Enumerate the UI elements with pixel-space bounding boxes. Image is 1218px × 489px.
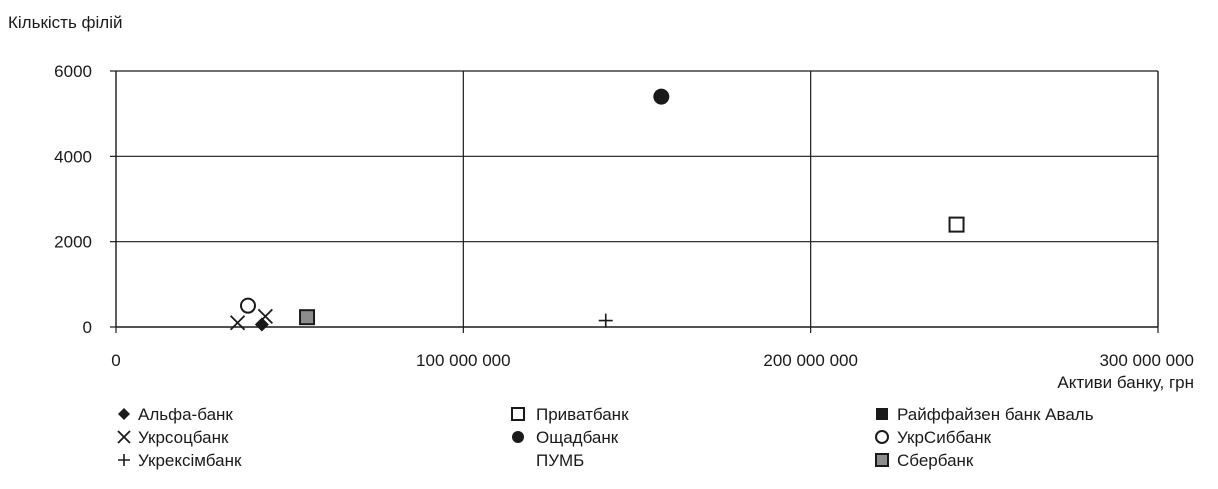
legend-label-4: Ощадбанк [536, 428, 619, 447]
point-series-1-1 [257, 308, 273, 324]
legend-label-0: Альфа-банк [138, 405, 233, 424]
legend-marker-8 [875, 453, 889, 467]
point-series-7-0 [239, 297, 256, 314]
legend-marker-7 [875, 430, 889, 444]
point-series-1-0 [229, 315, 246, 331]
legend-marker-4 [512, 431, 524, 443]
legend-label-5: ПУМБ [536, 451, 584, 470]
x-tick-label-3: 300 000 000 [1099, 351, 1194, 370]
point-series-0-0 [254, 317, 269, 332]
y-tick-label-2: 4000 [54, 147, 92, 166]
point-series-4-0 [653, 88, 670, 105]
legend-label-3: Приватбанк [536, 405, 629, 424]
x-tick-label-2: 200 000 000 [763, 351, 858, 370]
tick-labels: 0 2000 4000 6000 0 100 000 000 200 000 000 300 … [54, 62, 1194, 370]
legend-label-1: Укрсоцбанк [138, 428, 229, 447]
x-tick-label-1: 100 000 000 [416, 351, 511, 370]
grid-lines [116, 70, 1158, 327]
legend-marker-6 [876, 408, 888, 420]
legend-label-6: Райффайзен банк Аваль [897, 405, 1094, 424]
legend-label-7: УкрСиббанк [897, 428, 992, 447]
plot-frame [115, 71, 1159, 328]
legend-marker-3 [511, 407, 525, 421]
y-tick-label-1: 2000 [54, 233, 92, 252]
y-axis-label: Кількість філій [8, 13, 123, 32]
legend-marker-2 [118, 454, 130, 466]
point-series-8-0 [299, 309, 316, 326]
legend-marker-1 [117, 430, 131, 444]
legend-label-8: Сбербанк [897, 451, 974, 470]
y-tick-label-0: 0 [83, 318, 92, 337]
legend-label-2: Укрексімбанк [138, 451, 242, 470]
point-series-2-0 [598, 313, 613, 328]
legend: Альфа-банк Укрсоцбанк Укрексімбанк Приватба… [117, 405, 1094, 470]
point-series-3-0 [948, 216, 965, 233]
data-points [229, 88, 965, 332]
y-tick-label-3: 6000 [54, 62, 92, 81]
x-tick-label-0: 0 [111, 351, 120, 370]
x-axis-label: Активи банку, грн [1057, 373, 1194, 392]
legend-marker-0 [118, 408, 130, 420]
